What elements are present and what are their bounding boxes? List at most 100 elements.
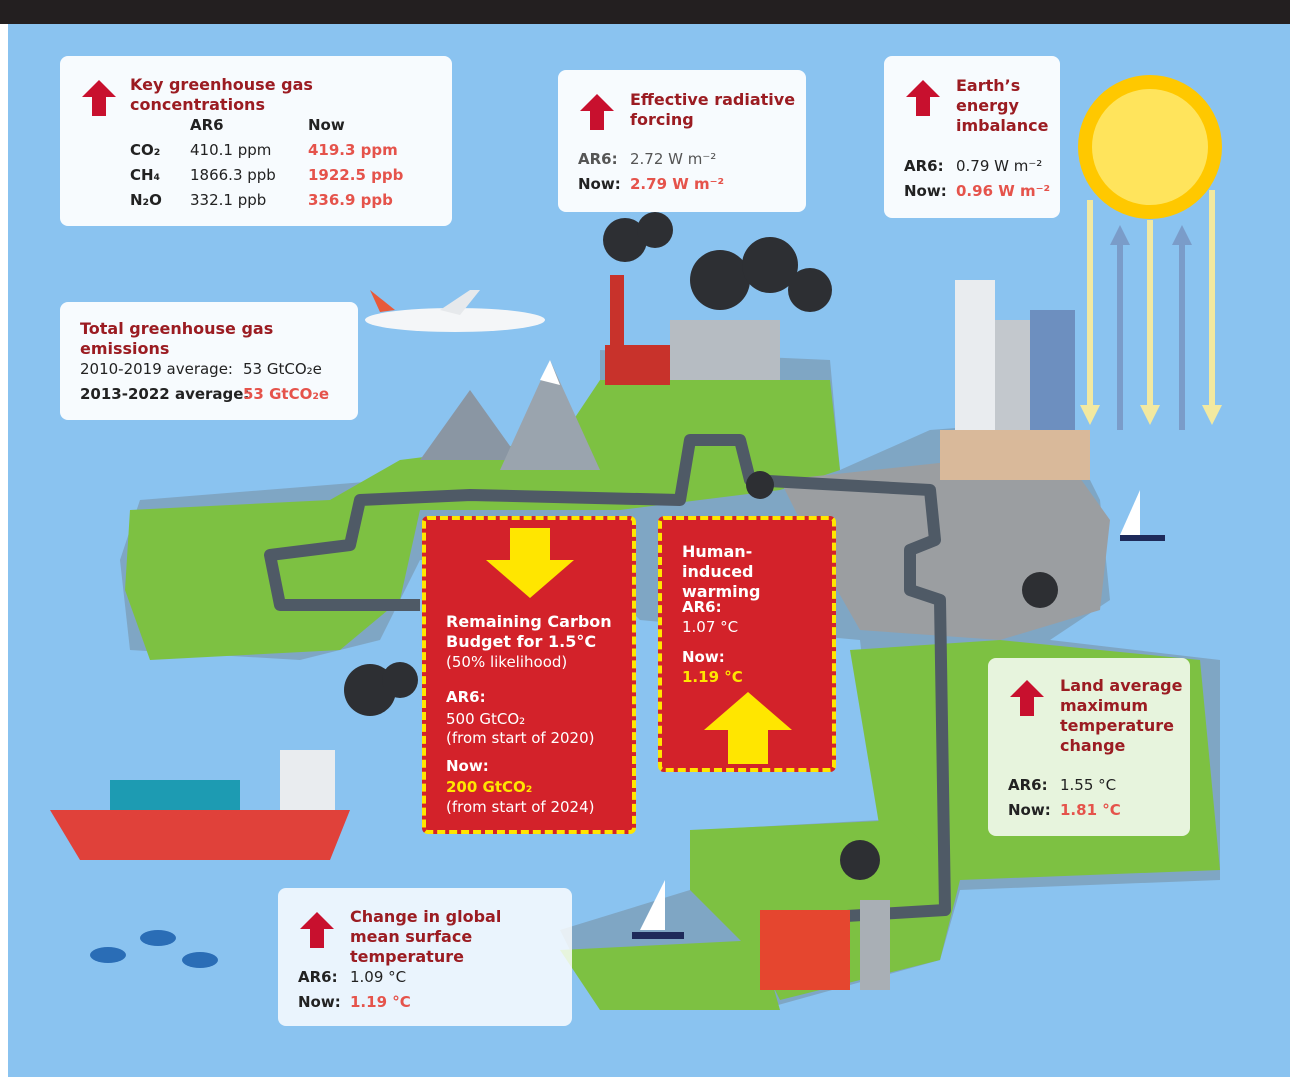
sailboats: [632, 490, 1165, 939]
decoration: [365, 308, 545, 332]
radiation-arrows: [1080, 190, 1222, 430]
decoration: [1120, 490, 1140, 535]
decoration: [746, 471, 774, 499]
now-label: Now:: [682, 648, 725, 666]
carbon-budget-panel: Remaining Carbon Budget for 1.5°C (50% l…: [422, 516, 636, 834]
ar6-value: 0.79 W m⁻²: [956, 157, 1043, 175]
now-value: 1922.5 ppb: [308, 166, 404, 184]
now-label: Now:: [298, 993, 341, 1011]
decoration: [182, 952, 218, 968]
decoration: [637, 212, 673, 248]
decoration: [1010, 680, 1044, 716]
roads: [264, 434, 951, 952]
mountains: [420, 360, 600, 470]
decoration: [1030, 310, 1075, 440]
decoration: [640, 880, 665, 930]
decoration: [603, 218, 647, 262]
forcing-panel: Effective radiative forcing AR6: 2.72 W …: [558, 70, 806, 212]
decoration: [1202, 405, 1222, 425]
panel-title: Land average maximum temperature change: [1060, 676, 1183, 755]
ar6-note: (from start of 2020): [446, 729, 595, 747]
decoration: [1022, 572, 1058, 608]
gas-name: CO₂: [130, 141, 161, 159]
decoration: [1080, 405, 1100, 425]
now-value: 200 GtCO₂: [446, 778, 533, 796]
decoration: [840, 840, 880, 880]
decoration: [704, 692, 792, 764]
gas-name: N₂O: [130, 191, 162, 209]
up-arrow-icon: [580, 94, 614, 130]
refinery: [760, 900, 890, 990]
decoration: [486, 528, 574, 598]
ar6-value: 500 GtCO₂: [446, 710, 526, 728]
ar6-label: AR6:: [904, 157, 944, 175]
now-label: Now:: [904, 182, 947, 200]
smoke: [344, 212, 1058, 880]
now-value: 1.19 °C: [682, 668, 743, 686]
up-arrow-icon: [300, 912, 334, 948]
panel-title: Change in global mean surface temperatur…: [350, 907, 502, 966]
decoration: [580, 94, 614, 130]
now-value: 2.79 W m⁻²: [630, 175, 725, 193]
top-bar: [0, 0, 1290, 24]
decoration: [382, 662, 418, 698]
now-value: 1.81 °C: [1060, 801, 1121, 819]
ar6-label: AR6:: [578, 150, 618, 168]
decoration: [560, 940, 780, 1010]
decoration: [906, 80, 940, 116]
ar6-label: AR6:: [682, 598, 722, 616]
decoration: [1092, 89, 1208, 205]
ar6-value: 53 GtCO₂e: [243, 360, 322, 378]
panel-title: Earth’s energy imbalance: [956, 76, 1049, 135]
gas-name: CH₄: [130, 166, 161, 184]
decoration: [1120, 535, 1165, 541]
panel-title: Total greenhouse gas emissions: [80, 319, 274, 358]
now-label: Now:: [446, 757, 489, 775]
ar6-value: 1.07 °C: [682, 618, 739, 636]
decoration: [500, 360, 600, 470]
decoration: [90, 947, 126, 963]
decoration: [110, 780, 240, 810]
decoration: [82, 80, 116, 116]
ar6-label: AR6:: [1008, 776, 1048, 794]
ar6-label: AR6:: [446, 688, 486, 706]
fish: [90, 930, 218, 968]
ar6-value: 410.1 ppm: [190, 141, 272, 159]
ar6-value: 1.09 °C: [350, 968, 407, 986]
now-label: Now:: [1008, 801, 1051, 819]
decoration: [1140, 405, 1160, 425]
decoration: [955, 280, 995, 440]
plane: [365, 290, 545, 332]
imbalance-panel: Earth’s energy imbalance AR6: 0.79 W m⁻²…: [884, 56, 1060, 218]
decoration: [670, 320, 780, 380]
panel-note: (50% likelihood): [446, 653, 568, 671]
period-label: 2013-2022 average:: [80, 385, 250, 403]
decoration: [760, 910, 850, 990]
now-label: Now:: [578, 175, 621, 193]
decoration: [605, 345, 670, 385]
ar6-value: 332.1 ppb: [190, 191, 267, 209]
decoration: [1172, 225, 1192, 245]
decoration: [1110, 225, 1130, 245]
land-panel: Land average maximum temperature change …: [988, 658, 1190, 836]
emissions-panel: Total greenhouse gas emissions 2010-2019…: [60, 302, 358, 420]
gmst-panel: Change in global mean surface temperatur…: [278, 888, 572, 1026]
decoration: [420, 390, 520, 460]
now-value: 419.3 ppm: [308, 141, 398, 159]
up-arrow-icon: [906, 80, 940, 116]
decoration: [300, 912, 334, 948]
decoration: [742, 237, 798, 293]
ar6-label: AR6:: [298, 968, 338, 986]
decoration: [264, 434, 951, 952]
now-value: 336.9 ppb: [308, 191, 393, 209]
concentrations-panel: Key greenhouse gas concentrations AR6 No…: [60, 56, 452, 226]
city: [940, 280, 1090, 480]
factory: [605, 275, 780, 385]
down-arrow-icon: [486, 528, 574, 598]
panel-title: Human-induced warming: [682, 542, 761, 601]
decoration: [995, 320, 1030, 440]
now-value: 1.19 °C: [350, 993, 411, 1011]
decoration: [125, 380, 840, 660]
now-value: 53 GtCO₂e: [243, 385, 330, 403]
up-arrow-icon: [1010, 680, 1044, 716]
